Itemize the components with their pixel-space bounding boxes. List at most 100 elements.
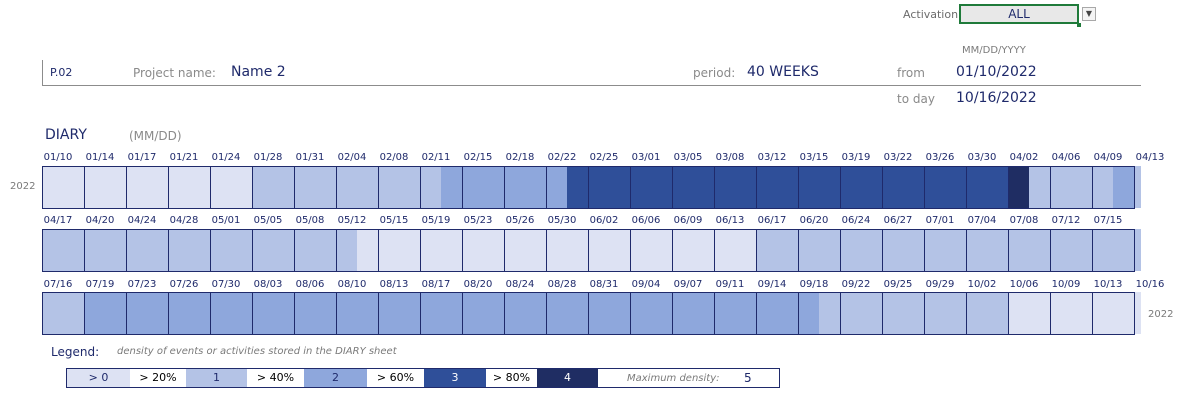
density-cell [189,166,210,208]
week-cell[interactable] [840,292,883,335]
week-cell[interactable] [294,292,337,335]
week-cell[interactable] [1092,166,1135,209]
week-cell[interactable] [966,229,1009,272]
week-cell[interactable] [504,166,547,209]
diary-title: DIARY [45,127,87,143]
density-cell [672,292,693,334]
density-cell [756,166,777,208]
week-cell[interactable] [336,166,379,209]
week-cell[interactable] [588,166,631,209]
week-cell[interactable] [84,166,127,209]
week-cell[interactable] [126,229,169,272]
week-cell[interactable] [924,229,967,272]
week-cell[interactable] [336,229,379,272]
week-cell[interactable] [882,292,925,335]
density-cell [987,292,1008,334]
density-cell [42,292,63,334]
week-cell[interactable] [420,229,463,272]
week-cell[interactable] [630,292,673,335]
week-cell[interactable] [1050,166,1093,209]
week-cell[interactable] [168,229,211,272]
density-cell [420,166,441,208]
week-cell[interactable] [1008,166,1051,209]
week-cell[interactable] [210,229,253,272]
week-cell[interactable] [420,166,463,209]
week-cell[interactable] [126,166,169,209]
week-cell[interactable] [168,166,211,209]
activation-select[interactable]: ALL [959,4,1079,24]
week-cell[interactable] [672,292,715,335]
week-cell[interactable] [546,292,589,335]
week-cell[interactable] [588,229,631,272]
week-cell[interactable] [588,292,631,335]
week-cell[interactable] [1050,292,1093,335]
week-cell[interactable] [84,229,127,272]
week-cell[interactable] [252,166,295,209]
week-cell[interactable] [714,292,757,335]
week-cell[interactable] [1050,229,1093,272]
week-cell[interactable] [882,229,925,272]
density-cell [756,292,777,334]
week-cell[interactable] [924,292,967,335]
week-cell[interactable] [504,229,547,272]
week-cell[interactable] [252,292,295,335]
week-cell[interactable] [966,292,1009,335]
week-cell[interactable] [756,229,799,272]
week-cell[interactable] [42,166,85,209]
density-cell [126,166,147,208]
week-cell[interactable] [546,166,589,209]
week-cell[interactable] [1008,292,1051,335]
date-label: 08/20 [463,279,493,290]
week-cell[interactable] [714,166,757,209]
density-cell [483,166,504,208]
week-cell[interactable] [378,166,421,209]
week-cell[interactable] [84,292,127,335]
week-cell[interactable] [378,292,421,335]
density-cell [903,292,924,334]
week-cell[interactable] [672,229,715,272]
week-cell[interactable] [42,292,85,335]
week-cell[interactable] [798,229,841,272]
week-cell[interactable] [336,292,379,335]
density-cell [1113,292,1134,334]
week-cell[interactable] [420,292,463,335]
density-cell [609,229,630,271]
week-cell[interactable] [294,166,337,209]
week-cell[interactable] [714,229,757,272]
week-cell[interactable] [462,229,505,272]
date-label: 08/03 [253,279,283,290]
density-cell [756,229,777,271]
week-cell[interactable] [924,166,967,209]
week-cell[interactable] [630,229,673,272]
week-cell[interactable] [462,166,505,209]
week-cell[interactable] [378,229,421,272]
week-cell[interactable] [546,229,589,272]
week-cell[interactable] [756,166,799,209]
week-cell[interactable] [840,229,883,272]
week-cell[interactable] [882,166,925,209]
date-label: 06/20 [799,215,829,226]
week-cell[interactable] [504,292,547,335]
week-cell[interactable] [42,229,85,272]
legend-threshold: > 80% [492,371,531,384]
week-cell[interactable] [252,229,295,272]
week-cell[interactable] [210,166,253,209]
week-cell[interactable] [840,166,883,209]
density-cell [84,292,105,334]
week-cell[interactable] [1092,229,1135,272]
week-cell[interactable] [1092,292,1135,335]
date-label: 05/23 [463,215,493,226]
chevron-down-icon[interactable]: ▼ [1082,7,1096,21]
week-cell[interactable] [210,292,253,335]
week-cell[interactable] [1008,229,1051,272]
week-cell[interactable] [168,292,211,335]
week-cell[interactable] [672,166,715,209]
week-cell[interactable] [798,166,841,209]
week-cell[interactable] [798,292,841,335]
week-cell[interactable] [966,166,1009,209]
week-cell[interactable] [462,292,505,335]
week-cell[interactable] [630,166,673,209]
week-cell[interactable] [126,292,169,335]
week-cell[interactable] [756,292,799,335]
week-cell[interactable] [294,229,337,272]
